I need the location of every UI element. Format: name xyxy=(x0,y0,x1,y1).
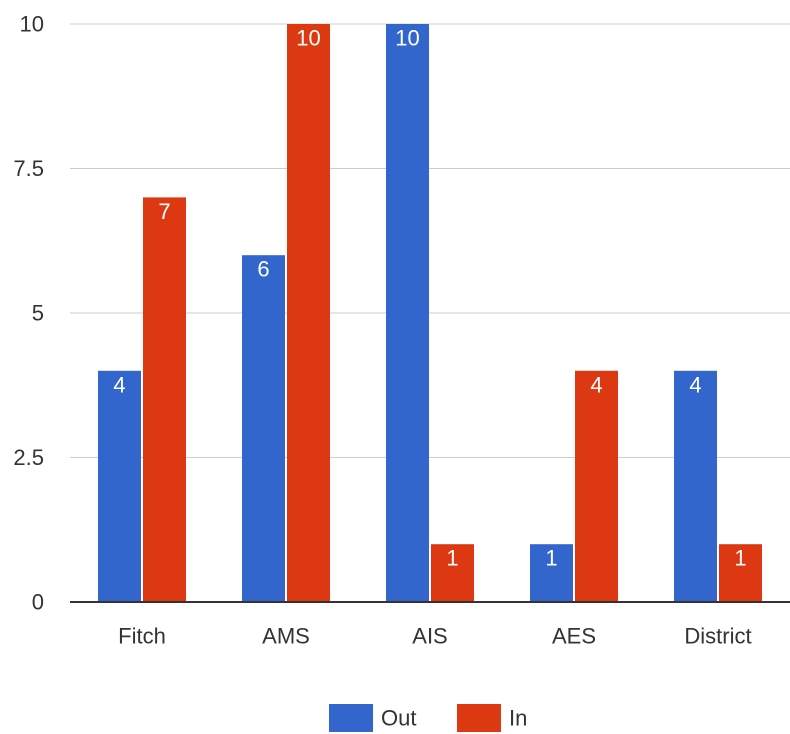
bar-value-label: 10 xyxy=(296,26,320,51)
legend-swatch-out xyxy=(329,704,373,732)
bar-value-label: 4 xyxy=(590,372,602,397)
legend: Out In xyxy=(329,704,527,732)
legend-label-out: Out xyxy=(381,706,416,731)
bar-in-fitch xyxy=(143,197,186,602)
gridlines xyxy=(70,23,790,458)
x-tick-label: District xyxy=(684,624,751,649)
legend-label-in: In xyxy=(509,706,527,731)
bars xyxy=(98,24,762,602)
bar-out-ams xyxy=(242,255,285,602)
bar-out-aes xyxy=(530,544,573,602)
bar-in-ais xyxy=(431,544,474,602)
y-tick-label: 5 xyxy=(32,301,44,326)
bar-value-label: 4 xyxy=(113,372,125,397)
bar-value-label: 10 xyxy=(395,26,419,51)
x-tick-label: AES xyxy=(552,624,596,649)
y-tick-label: 0 xyxy=(32,590,44,615)
bar-out-fitch xyxy=(98,370,141,602)
y-tick-label: 2.5 xyxy=(13,445,44,470)
x-tick-label: Fitch xyxy=(118,624,166,649)
bar-value-label: 4 xyxy=(689,372,701,397)
x-tick-label: AIS xyxy=(412,624,447,649)
y-tick-label: 10 xyxy=(20,12,44,37)
bar-value-label: 1 xyxy=(734,546,746,571)
legend-swatch-in xyxy=(457,704,501,732)
bar-value-label: 6 xyxy=(257,257,269,282)
bar-in-district xyxy=(719,544,762,602)
x-axis-tick-labels: Fitch AMS AIS AES District xyxy=(118,624,751,649)
bar-out-ais xyxy=(386,24,429,602)
bar-value-label: 7 xyxy=(158,199,170,224)
y-axis-tick-labels: 0 2.5 5 7.5 10 xyxy=(13,12,44,615)
bar-out-district xyxy=(674,370,717,602)
bar-value-label: 1 xyxy=(545,546,557,571)
bar-in-ams xyxy=(287,24,330,602)
y-tick-label: 7.5 xyxy=(13,156,44,181)
bar-value-label: 1 xyxy=(446,546,458,571)
bar-in-aes xyxy=(575,370,618,602)
data-labels: 4 7 6 10 10 1 1 4 4 1 xyxy=(113,26,746,571)
x-tick-label: AMS xyxy=(262,624,310,649)
